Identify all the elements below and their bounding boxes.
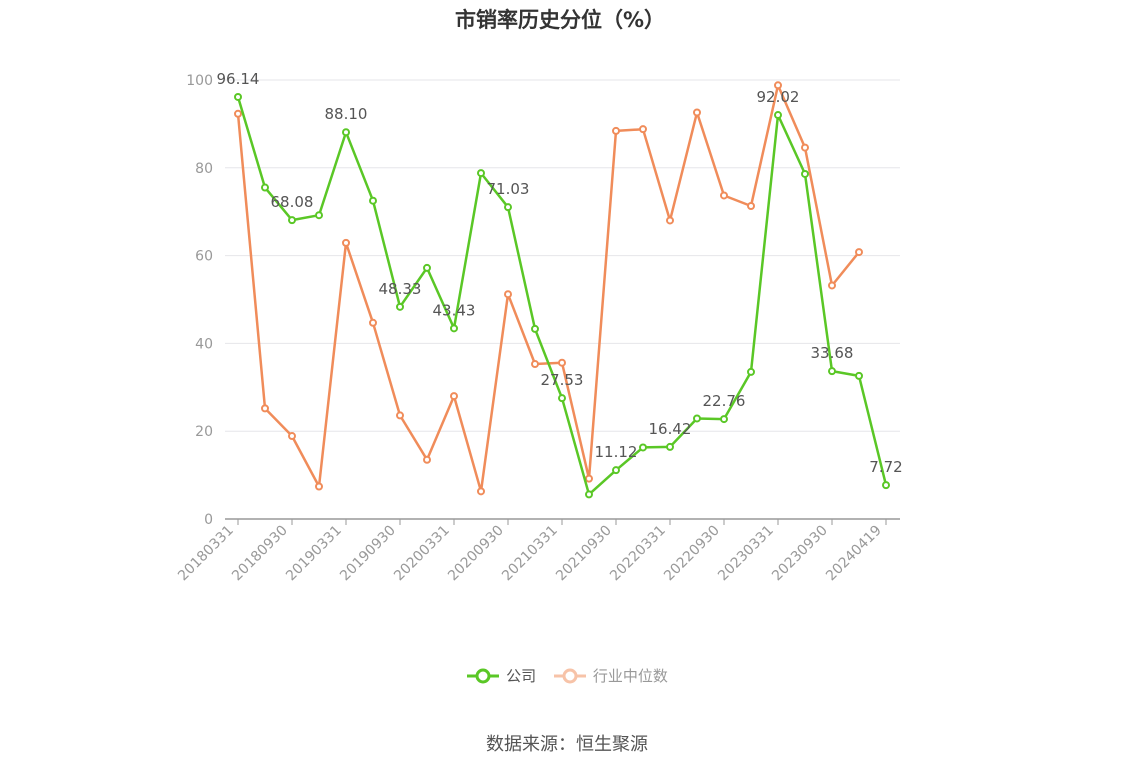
data-point-industry-median (855, 248, 863, 257)
data-point-company (801, 169, 809, 178)
data-point-company (396, 302, 404, 311)
data-label-company: 43.43 (433, 301, 476, 319)
legend-item-industry-median[interactable]: 行业中位数 (553, 665, 668, 686)
data-point-industry-median (639, 125, 647, 134)
data-label-company: 68.08 (271, 193, 314, 211)
data-label-company: 27.53 (541, 371, 584, 389)
data-point-company (369, 196, 377, 205)
y-tick-label: 80 (195, 161, 213, 177)
data-point-industry-median (423, 455, 431, 464)
data-point-company (828, 367, 836, 376)
legend: 公司 行业中位数 (0, 665, 1134, 689)
data-label-company: 11.12 (595, 443, 638, 461)
data-point-company (774, 111, 782, 120)
x-tick-label: 20180930 (229, 523, 291, 585)
data-point-industry-median (315, 482, 323, 491)
data-label-company: 16.42 (649, 420, 692, 438)
data-point-company (747, 367, 755, 376)
series-lines (234, 81, 890, 499)
data-point-industry-median (693, 108, 701, 117)
data-point-company (585, 490, 593, 499)
data-point-company (558, 394, 566, 403)
series-line-industry-median (236, 84, 860, 493)
x-tick-label: 20220930 (661, 523, 723, 585)
source-note: 数据来源：恒生聚源 (486, 734, 648, 755)
series-line-company (236, 96, 888, 496)
legend-label-industry-median: 行业中位数 (592, 667, 668, 685)
x-axis: 2018033120180930201903312019093020200331… (175, 518, 900, 585)
x-tick-label: 20230930 (769, 523, 831, 585)
data-point-company (315, 211, 323, 220)
data-point-industry-median (801, 143, 809, 152)
legend-label-company: 公司 (506, 667, 537, 685)
x-tick-label: 20210930 (553, 523, 615, 585)
y-tick-label: 60 (195, 249, 213, 265)
data-point-industry-median (450, 392, 458, 401)
data-point-industry-median (828, 281, 836, 290)
y-tick-label: 0 (204, 512, 213, 528)
data-point-company (261, 183, 269, 192)
legend-marker-company (467, 668, 500, 683)
y-axis-ticks: 0 20 40 60 80 100 (186, 73, 213, 528)
data-label-company: 33.68 (811, 344, 854, 362)
x-tick-label: 20200331 (391, 523, 453, 585)
x-tick-label: 20240419 (823, 523, 885, 585)
data-label-company: 7.72 (869, 458, 902, 476)
x-tick-label: 20200930 (445, 523, 507, 585)
data-point-company (234, 92, 242, 101)
data-label-company: 48.33 (379, 280, 422, 298)
data-point-industry-median (234, 109, 242, 118)
data-point-industry-median (720, 191, 728, 200)
data-labels: 96.14 68.08 88.10 48.33 43.43 71.03 27.53 11.12… (217, 70, 903, 476)
data-label-company: 22.76 (703, 392, 746, 410)
y-tick-label: 20 (195, 424, 213, 440)
data-label-company: 96.14 (217, 70, 260, 88)
data-point-industry-median (369, 318, 377, 327)
legend-item-company[interactable]: 公司 (466, 665, 536, 686)
x-tick-label: 20190331 (283, 523, 345, 585)
data-point-industry-median (558, 358, 566, 367)
data-point-company (666, 442, 674, 451)
data-point-company (639, 443, 647, 452)
data-point-industry-median (585, 474, 593, 483)
data-point-company (531, 324, 539, 333)
data-label-company: 71.03 (487, 180, 530, 198)
chart-title: 市销率历史分位（%） (454, 8, 666, 32)
data-point-industry-median (531, 360, 539, 369)
y-tick-label: 40 (195, 336, 213, 352)
data-point-company (720, 415, 728, 424)
data-label-company: 88.10 (325, 105, 368, 123)
data-point-industry-median (747, 201, 755, 210)
grid-lines (225, 79, 900, 432)
data-point-company (882, 481, 890, 490)
x-tick-label: 20210331 (499, 523, 561, 585)
data-point-industry-median (504, 290, 512, 299)
data-point-industry-median (396, 411, 404, 420)
data-point-company (504, 203, 512, 212)
legend-marker-industry-median (553, 668, 586, 683)
data-point-industry-median (612, 126, 620, 135)
data-point-company (612, 466, 620, 475)
data-point-company (288, 216, 296, 225)
data-label-company: 92.02 (757, 88, 800, 106)
y-tick-label: 100 (186, 73, 213, 89)
data-point-industry-median (342, 238, 350, 247)
data-point-industry-median (666, 216, 674, 225)
data-point-industry-median (261, 404, 269, 413)
data-point-industry-median (774, 81, 782, 90)
data-point-company (477, 169, 485, 178)
data-point-industry-median (477, 487, 485, 496)
data-point-company (855, 371, 863, 380)
data-point-company (342, 128, 350, 137)
data-point-company (450, 324, 458, 333)
x-tick-label: 20230331 (715, 523, 777, 585)
data-point-industry-median (288, 432, 296, 441)
data-point-company (693, 414, 701, 423)
x-tick-label: 20180331 (175, 523, 237, 585)
x-tick-label: 20190930 (337, 523, 399, 585)
x-tick-label: 20220331 (607, 523, 669, 585)
data-point-company (423, 263, 431, 272)
